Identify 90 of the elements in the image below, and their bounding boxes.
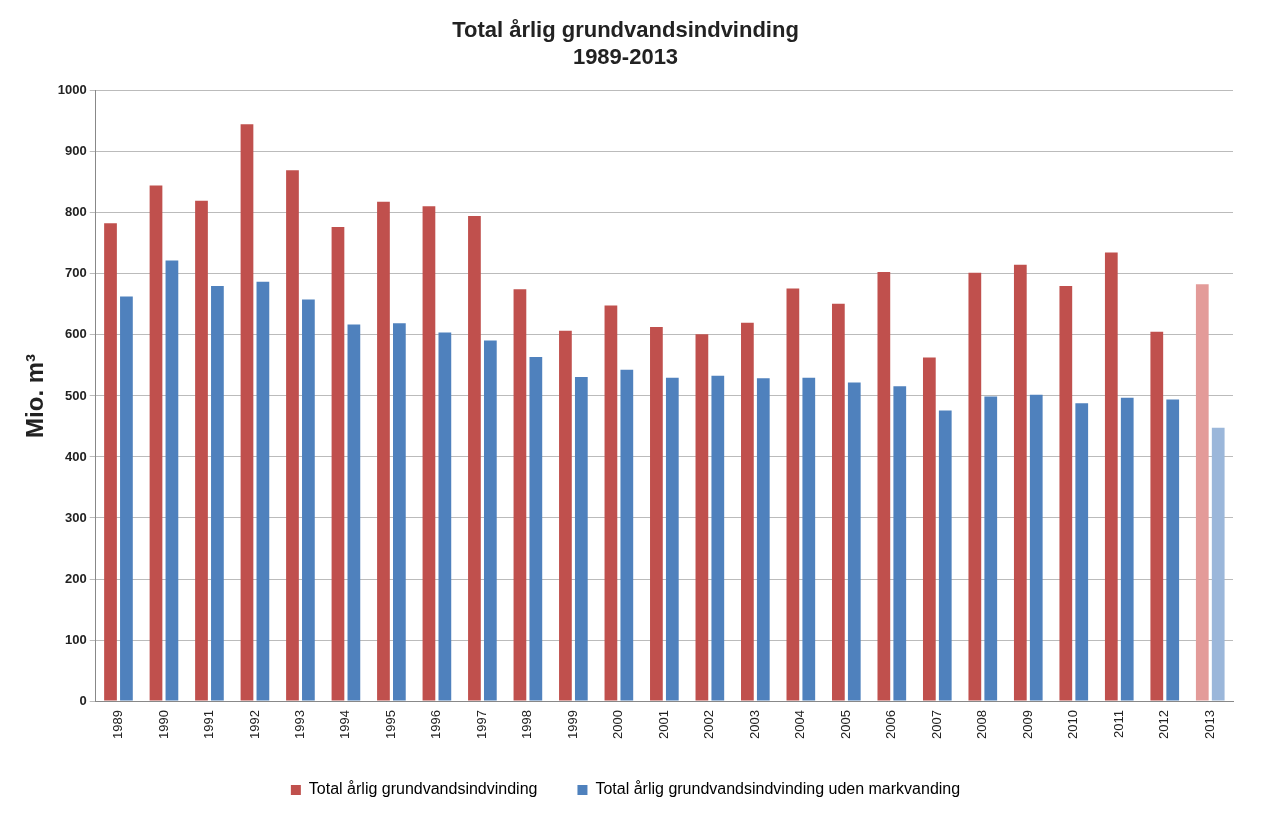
x-tick-label: 1989: [110, 710, 126, 739]
y-tick-label: 100: [65, 631, 87, 647]
x-tick-label: 2006: [883, 710, 899, 739]
bar: [211, 286, 224, 701]
bar: [422, 206, 436, 701]
bar: [165, 260, 179, 701]
bar: [786, 288, 800, 701]
y-tick-label: 400: [65, 448, 87, 464]
x-tick-label: 1999: [564, 710, 580, 739]
bar: [1166, 399, 1180, 701]
bar: [1059, 286, 1073, 701]
bar: [802, 377, 816, 701]
bar: [513, 289, 527, 701]
x-tick-label: 2010: [1065, 710, 1081, 739]
x-tick-label: 1992: [246, 710, 262, 739]
x-tick-label: 1997: [473, 710, 489, 739]
x-tick-label: 2013: [1201, 710, 1217, 739]
y-tick-label: 800: [65, 204, 87, 220]
bar: [302, 299, 315, 701]
x-tick-label: 2012: [1156, 710, 1172, 739]
bar: [120, 296, 133, 701]
bar: [695, 334, 709, 701]
x-tick-label: 1995: [382, 710, 398, 739]
bar: [832, 303, 845, 701]
bar: [984, 396, 998, 701]
bar: [847, 382, 861, 701]
bar: [195, 200, 208, 701]
x-tick-label: 1998: [519, 710, 535, 739]
bar: [938, 410, 952, 701]
bar: [877, 272, 891, 701]
bar: [1075, 403, 1089, 701]
x-tick-label: 1994: [337, 710, 353, 739]
bar: [604, 305, 618, 701]
bar: [1104, 252, 1118, 701]
bar: [968, 272, 982, 701]
bar: [331, 226, 345, 701]
chart-title: Total årlig grundvandsindvinding 1989-2013: [452, 17, 799, 69]
x-tick-label: 2000: [610, 710, 626, 739]
y-tick-label: 300: [65, 509, 87, 525]
x-tick-label: 2008: [974, 710, 990, 739]
y-axis-title: Mio. m³: [21, 353, 49, 438]
bar: [149, 185, 163, 701]
x-tick-label: 1996: [428, 710, 444, 739]
x-tick-label: 2005: [837, 710, 853, 739]
bar: [438, 332, 452, 701]
x-tick-label: 2004: [792, 710, 808, 739]
bar: [559, 330, 572, 701]
bar: [741, 322, 754, 701]
bar: [620, 369, 634, 701]
bar: [665, 377, 679, 701]
bar: [1211, 427, 1225, 701]
y-tick-label: 900: [65, 143, 87, 159]
y-tick-label: 0: [79, 692, 87, 708]
x-tick-label: 1993: [292, 710, 308, 739]
bar: [377, 201, 390, 701]
bar: [286, 170, 299, 701]
bar: [393, 323, 406, 701]
x-tick-label: 2011: [1110, 710, 1126, 739]
bar: [1120, 397, 1134, 701]
bar: [711, 375, 725, 701]
bar: [893, 386, 907, 701]
bar: [1195, 284, 1209, 701]
x-tick-label: 2009: [1019, 710, 1035, 739]
bar: [529, 356, 543, 701]
bar: [347, 324, 361, 701]
bar: [922, 357, 936, 701]
bar: [756, 378, 770, 701]
bar: [240, 124, 254, 701]
y-tick-label: 500: [65, 387, 87, 403]
bar: [468, 215, 481, 701]
bar: [256, 281, 270, 701]
bar: [483, 340, 497, 701]
x-tick-label: 1990: [155, 710, 171, 739]
y-tick-label: 700: [65, 265, 87, 281]
x-tick-label: 2007: [928, 710, 944, 739]
y-tick-label: 600: [65, 326, 87, 342]
bar: [1013, 264, 1027, 701]
y-tick-label: 200: [65, 570, 87, 586]
x-tick-label: 2002: [701, 710, 717, 739]
bar: [104, 223, 117, 701]
y-tick-label: 1000: [57, 82, 87, 98]
legend-label: Total årlig grundvandsindvinding uden markvanding: [595, 780, 961, 798]
x-tick-label: 2003: [746, 710, 762, 739]
bar: [650, 326, 663, 701]
bar: [574, 377, 588, 701]
bar: [1029, 394, 1043, 701]
bar: [1150, 331, 1164, 701]
x-tick-label: 1991: [201, 710, 217, 739]
legend-label: Total årlig grundvandsindvinding: [308, 780, 538, 798]
x-tick-label: 2001: [655, 710, 671, 739]
